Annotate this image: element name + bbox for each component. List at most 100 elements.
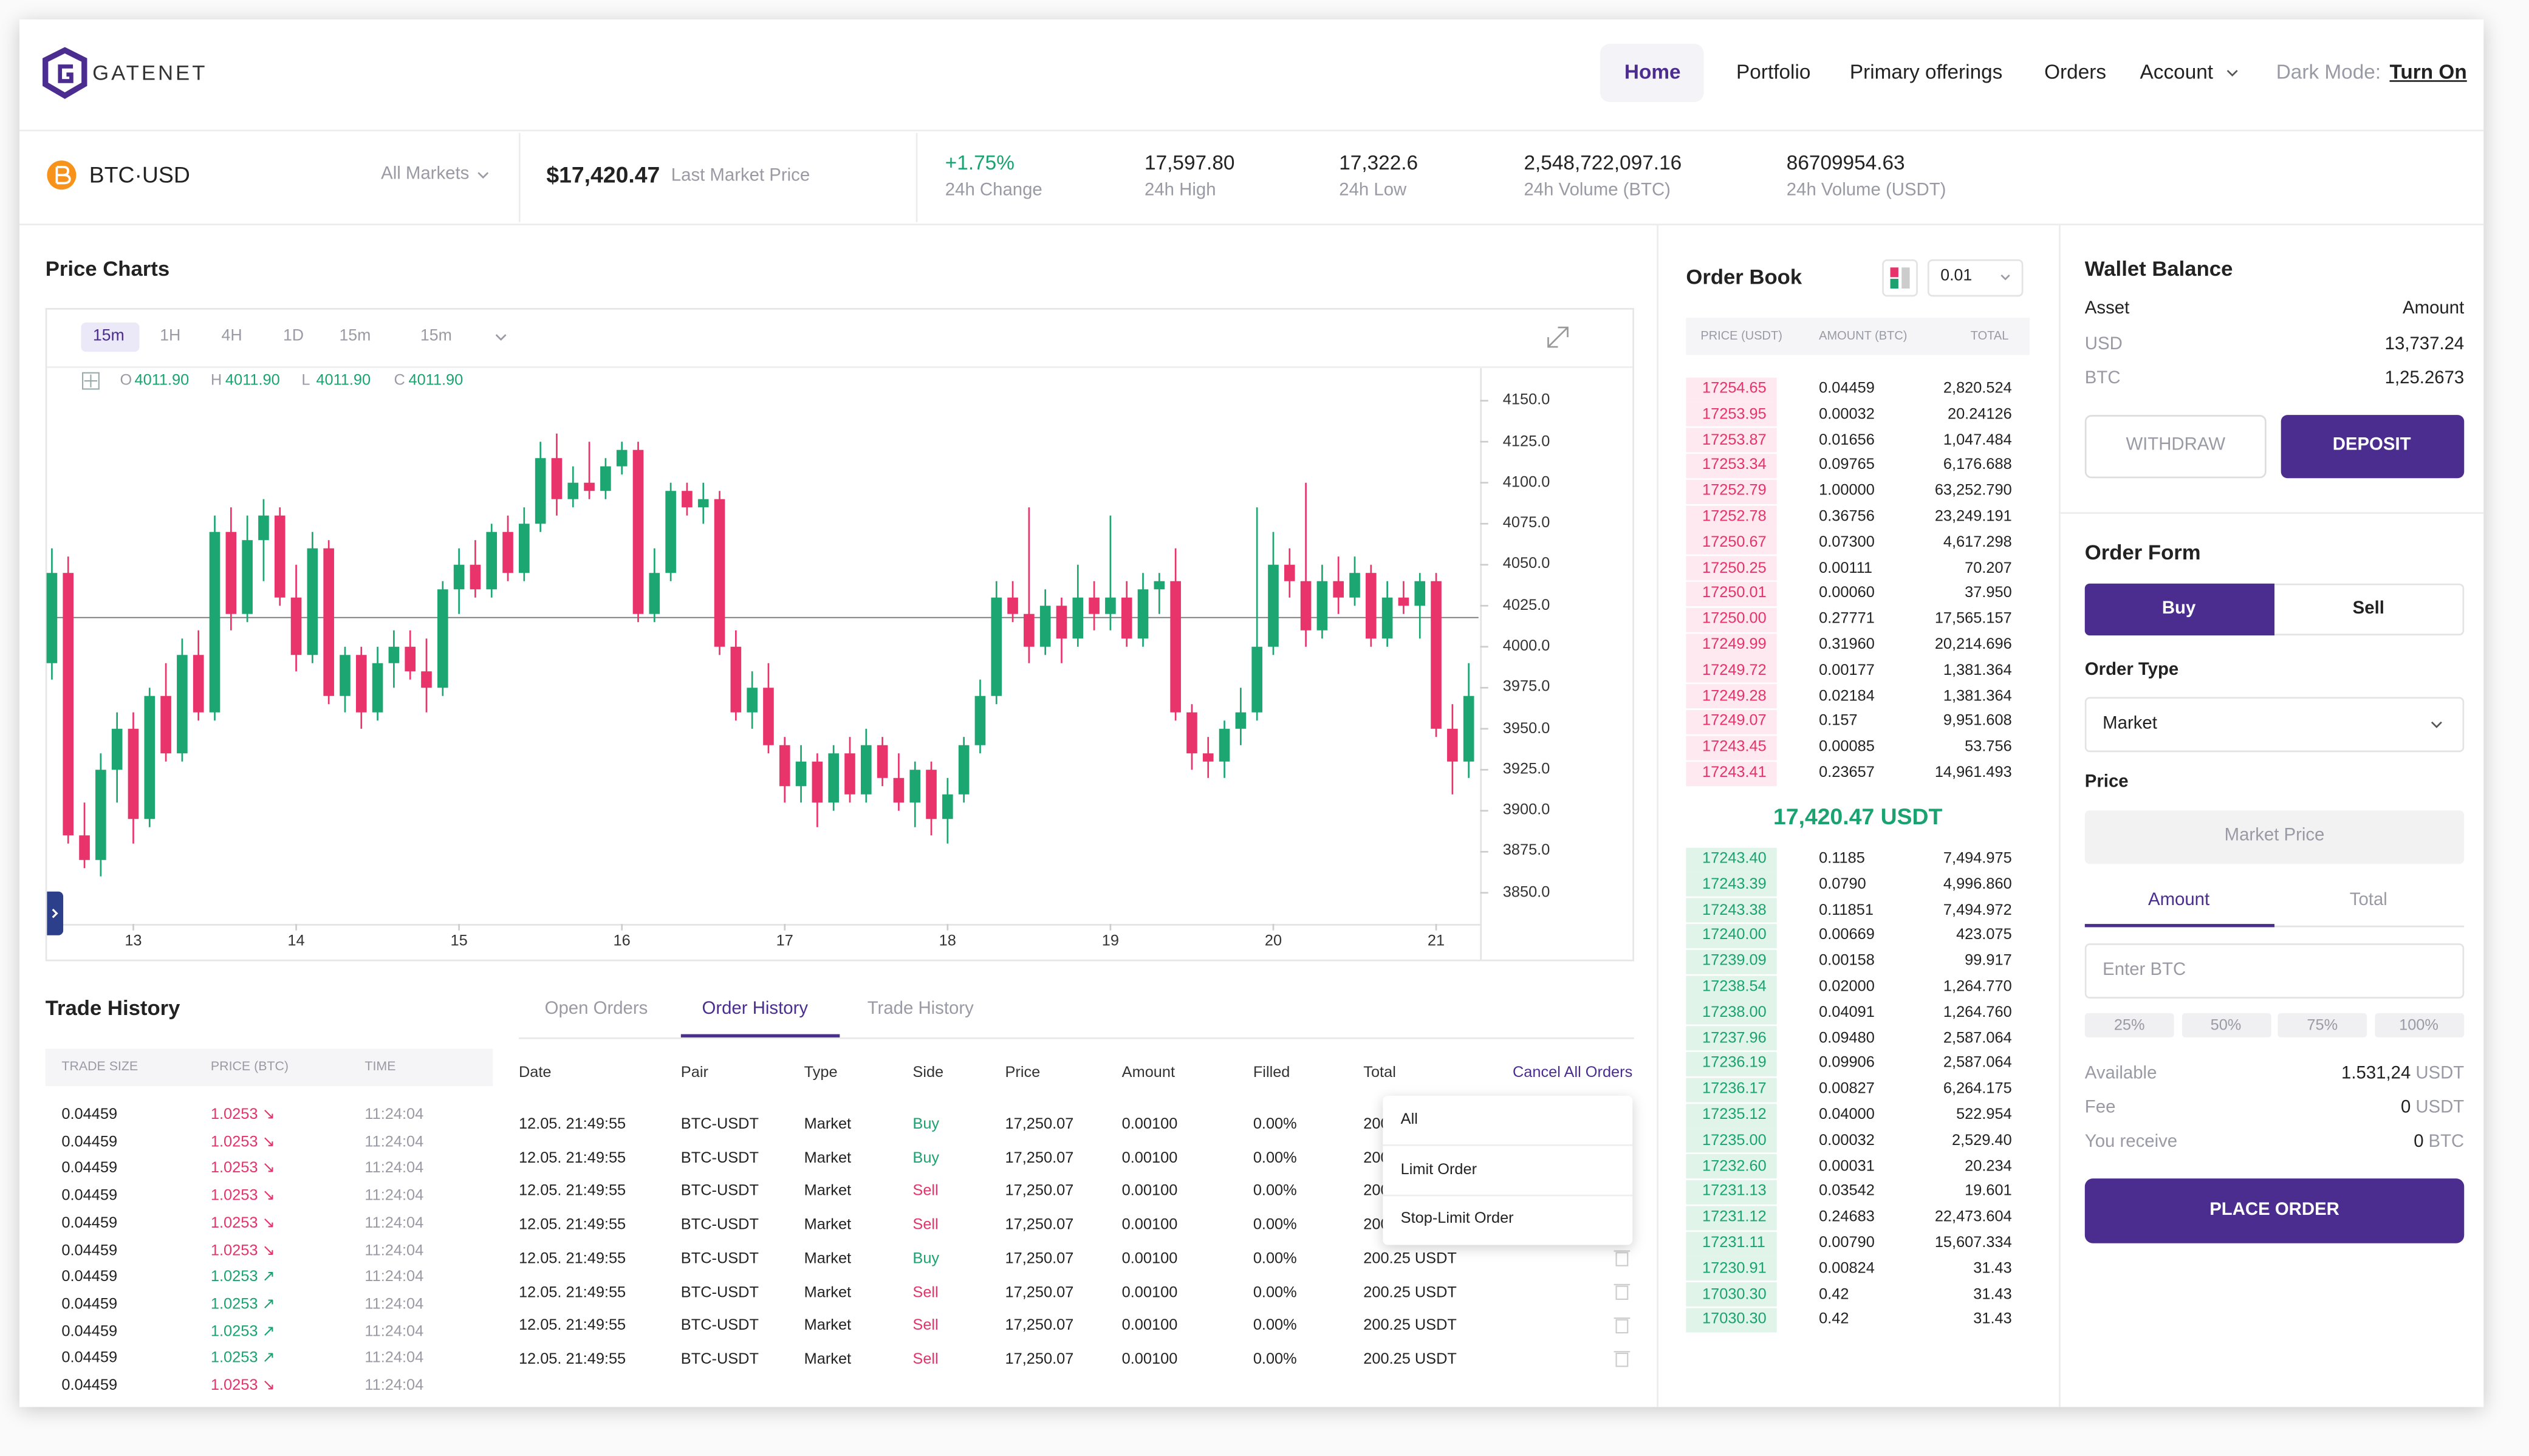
trade-size: 0.04459 — [61, 1187, 118, 1205]
filter-dropdown — [1383, 1095, 1633, 1245]
order-cell: Market — [804, 1350, 852, 1369]
nav-link[interactable]: Account — [2140, 61, 2214, 84]
percent-button[interactable] — [2277, 1013, 2367, 1037]
depth-bar — [1686, 1282, 1777, 1307]
tab[interactable]: Trade History — [867, 999, 974, 1019]
divider — [19, 224, 2484, 225]
precision-select[interactable] — [1927, 259, 2024, 297]
book-price: 17253.87 — [1702, 431, 1767, 449]
layout-toggle[interactable] — [1882, 259, 1918, 297]
order-cell: Market — [804, 1149, 852, 1167]
column-header: Amount — [2403, 299, 2465, 319]
divider — [47, 366, 1633, 368]
percent-label: 75% — [2307, 1016, 2338, 1034]
nav-link[interactable]: Portfolio — [1736, 61, 1811, 84]
y-tick-label: 4050.0 — [1502, 555, 1550, 573]
book-amount: 0.00032 — [1819, 1131, 1875, 1150]
nav-active-bg — [1600, 44, 1704, 103]
percent-label: 100% — [2399, 1016, 2438, 1034]
order-side: Sell — [912, 1183, 939, 1201]
order-cell: BTC-USDT — [680, 1350, 759, 1369]
tab[interactable]: Open Orders — [544, 999, 648, 1019]
amount-input[interactable] — [2084, 943, 2465, 999]
buy-button[interactable] — [2084, 583, 2275, 636]
interval-button[interactable]: 15m — [339, 327, 371, 346]
order-cell: 200.25 USDT — [1363, 1350, 1457, 1369]
book-price: 17253.95 — [1702, 405, 1767, 423]
book-price: 17249.28 — [1702, 687, 1767, 705]
dropdown-option[interactable]: Limit Order — [1400, 1161, 1477, 1179]
drawer-tab[interactable] — [47, 891, 64, 935]
depth-bar — [1686, 1154, 1777, 1179]
interval-button[interactable]: 4H — [221, 327, 242, 346]
interval-button[interactable]: 15m — [92, 327, 125, 346]
depth-bar — [1686, 949, 1777, 974]
book-total: 4,996.860 — [1943, 875, 2012, 894]
nav-link[interactable]: Home — [1624, 61, 1681, 84]
side-label[interactable]: Sell — [2352, 598, 2384, 618]
trade-size: 0.04459 — [61, 1295, 118, 1314]
trade-price: 1.0253 — [211, 1322, 275, 1341]
dark-mode-toggle[interactable]: Turn On — [2389, 61, 2467, 84]
order-cell: 17,250.07 — [1005, 1249, 1074, 1268]
book-price: 17252.79 — [1702, 482, 1767, 501]
section-title: Order Book — [1686, 264, 1802, 289]
divider — [1383, 1194, 1633, 1197]
dark-mode-label: Dark Mode: — [2276, 61, 2381, 84]
book-amount: 0.42 — [1819, 1285, 1849, 1304]
tab[interactable]: Amount — [2147, 890, 2210, 911]
tab[interactable]: Total — [2349, 890, 2387, 911]
depth-bar — [1686, 898, 1777, 923]
trade-size: 0.04459 — [61, 1214, 118, 1232]
nav-link[interactable]: Primary offerings — [1849, 61, 2003, 84]
percent-button[interactable] — [2374, 1013, 2463, 1037]
summary-label: Fee — [2084, 1098, 2116, 1118]
order-cell: BTC-USDT — [680, 1249, 759, 1268]
markets-select[interactable]: All Markets — [381, 164, 470, 184]
tab[interactable]: Order History — [702, 999, 809, 1019]
book-total: 31.43 — [1973, 1311, 2012, 1329]
order-cell: 12.05. 21:49:55 — [518, 1317, 626, 1335]
book-price: 17243.40 — [1702, 850, 1767, 868]
nav-link[interactable]: Orders — [2044, 61, 2107, 84]
withdraw-button[interactable] — [2084, 415, 2267, 479]
order-cell: BTC-USDT — [680, 1216, 759, 1234]
interval-button[interactable]: 1H — [160, 327, 181, 346]
axis-line — [1480, 367, 1482, 960]
trade-price: 1.0253 — [211, 1350, 275, 1368]
order-cell: 17,250.07 — [1005, 1350, 1074, 1369]
book-amount: 0.01656 — [1819, 431, 1875, 449]
book-price: 17250.67 — [1702, 533, 1767, 552]
book-price: 17235.00 — [1702, 1131, 1767, 1150]
divider — [2059, 512, 2484, 514]
percent-button[interactable] — [2181, 1013, 2271, 1037]
order-cell: Market — [804, 1115, 852, 1134]
cancel-all-button[interactable]: Cancel All Orders — [1513, 1064, 1633, 1082]
y-tick-label: 3875.0 — [1502, 842, 1550, 861]
depth-bar — [1686, 684, 1777, 709]
y-tick-label: 3925.0 — [1502, 760, 1550, 779]
ohlc-key: C — [394, 371, 405, 390]
last-price: $17,420.47 — [546, 161, 660, 188]
order-cell: 0.00% — [1253, 1317, 1297, 1335]
order-cell: 12.05. 21:49:55 — [518, 1350, 626, 1369]
book-price: 17235.12 — [1702, 1106, 1767, 1124]
column-header: TRADE SIZE — [61, 1059, 139, 1074]
stat-value: 2,548,722,097.16 — [1524, 151, 1682, 174]
price-input — [2084, 810, 2465, 864]
divider — [915, 132, 918, 222]
side-label[interactable]: Buy — [2161, 598, 2196, 618]
book-total: 1,264.760 — [1943, 1003, 2012, 1022]
book-total: 9,951.608 — [1943, 713, 2012, 731]
interval-button[interactable]: 1D — [282, 327, 304, 346]
deposit-button[interactable] — [2281, 415, 2465, 479]
interval-select[interactable]: 15m — [420, 327, 452, 346]
book-total: 20.234 — [1965, 1157, 2012, 1175]
place-order-button[interactable] — [2084, 1178, 2465, 1243]
dropdown-option[interactable]: Stop-Limit Order — [1400, 1209, 1514, 1228]
order-type-select[interactable] — [2084, 697, 2465, 753]
order-cell: 12.05. 21:49:55 — [518, 1183, 626, 1201]
percent-button[interactable] — [2084, 1013, 2174, 1037]
dropdown-option[interactable]: All — [1400, 1110, 1418, 1129]
summary-value: 0 USDT — [2401, 1098, 2464, 1119]
